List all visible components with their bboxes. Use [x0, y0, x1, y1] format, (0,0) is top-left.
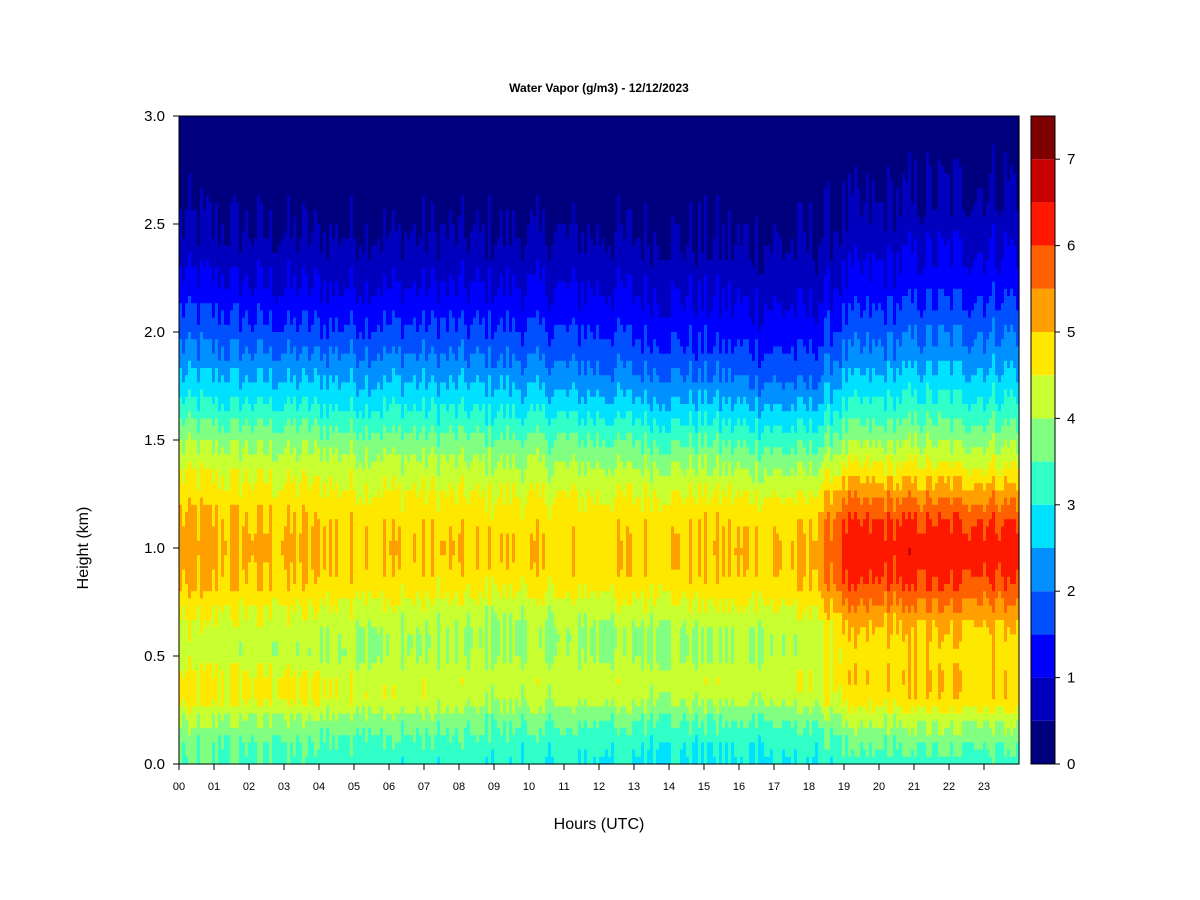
heatmap-plot-area [179, 116, 1020, 765]
heatmap-cells [179, 116, 1020, 765]
chart-title: Water Vapor (g/m3) - 12/12/2023 [509, 81, 689, 95]
